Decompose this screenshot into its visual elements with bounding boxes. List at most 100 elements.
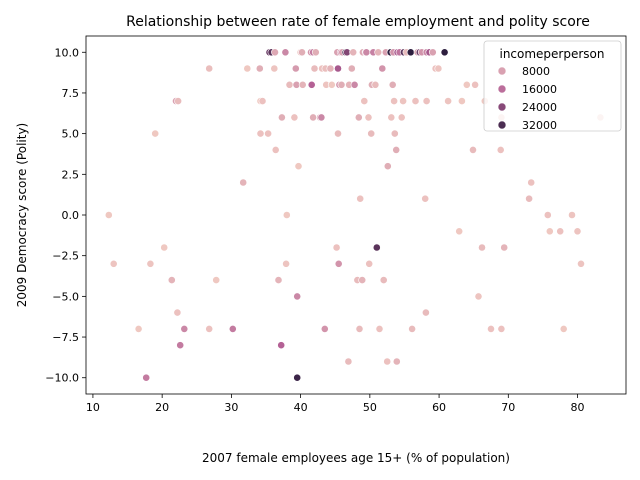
data-point xyxy=(406,48,415,57)
data-point xyxy=(455,227,464,236)
data-point xyxy=(375,324,384,333)
data-point xyxy=(568,211,576,219)
y-tick-label: −5.0 xyxy=(52,290,79,303)
data-point xyxy=(277,341,286,350)
data-point xyxy=(399,97,407,105)
data-point xyxy=(334,129,342,138)
data-point xyxy=(349,48,358,57)
data-point xyxy=(332,243,341,252)
data-point xyxy=(421,308,430,317)
data-point xyxy=(360,97,369,105)
data-point xyxy=(471,80,479,89)
data-point xyxy=(317,113,326,122)
data-point xyxy=(573,227,582,236)
data-point xyxy=(559,324,568,333)
data-point xyxy=(173,308,182,317)
legend-label: 24000 xyxy=(522,101,557,114)
data-point xyxy=(334,259,343,268)
data-point xyxy=(556,227,565,236)
data-point xyxy=(277,113,286,122)
x-tick-label: 80 xyxy=(571,401,585,414)
data-point xyxy=(258,97,267,105)
data-point xyxy=(309,113,317,122)
data-point xyxy=(383,162,392,171)
y-tick-label: 5.0 xyxy=(62,128,80,141)
data-point xyxy=(264,129,272,138)
data-point xyxy=(383,357,392,366)
legend-marker xyxy=(497,120,507,130)
data-point xyxy=(212,276,221,284)
legend-label: 8000 xyxy=(522,65,550,78)
y-tick-label: −2.5 xyxy=(52,250,79,263)
data-point xyxy=(371,80,380,89)
legend-box xyxy=(483,40,622,132)
legend-marker xyxy=(497,102,507,112)
data-point xyxy=(408,324,416,333)
data-point xyxy=(285,80,294,89)
x-tick-label: 70 xyxy=(501,401,515,414)
data-point xyxy=(487,324,495,333)
chart-title: Relationship between rate of female empl… xyxy=(126,14,590,30)
data-point xyxy=(290,113,299,122)
data-point xyxy=(151,129,160,138)
y-axis-label: 2009 Democracy score (Polity) xyxy=(15,123,29,307)
data-point xyxy=(256,129,265,138)
data-point xyxy=(307,80,316,89)
data-point xyxy=(387,113,396,122)
data-point xyxy=(298,48,306,57)
data-point xyxy=(388,80,397,89)
data-point xyxy=(344,357,353,366)
data-point xyxy=(422,97,431,105)
data-point xyxy=(142,373,151,382)
data-point xyxy=(434,64,443,73)
x-tick-label: 50 xyxy=(363,401,377,414)
y-tick-label: −10.0 xyxy=(45,372,79,385)
data-point xyxy=(310,64,319,73)
data-point xyxy=(365,259,374,268)
data-point xyxy=(320,324,329,333)
data-point xyxy=(545,227,554,236)
data-point xyxy=(543,211,552,219)
data-point xyxy=(293,373,302,382)
data-point xyxy=(274,276,283,284)
data-point xyxy=(291,64,300,73)
y-tick-label: 7.5 xyxy=(62,87,80,100)
legend-marker xyxy=(497,66,507,76)
data-point xyxy=(160,243,169,252)
data-point xyxy=(174,97,182,105)
y-tick-label: 2.5 xyxy=(62,168,80,181)
data-point xyxy=(500,243,509,252)
data-point xyxy=(428,48,437,57)
data-point xyxy=(411,97,420,105)
data-point xyxy=(577,259,585,268)
x-tick-label: 60 xyxy=(432,401,446,414)
data-point xyxy=(497,324,506,333)
x-tick-label: 10 xyxy=(86,401,100,414)
data-point xyxy=(205,324,214,333)
data-point xyxy=(281,48,290,57)
data-point xyxy=(176,341,185,350)
y-tick-label: 10.0 xyxy=(55,46,80,59)
legend-marker xyxy=(497,84,507,94)
data-point xyxy=(311,48,320,57)
x-tick-label: 40 xyxy=(294,401,308,414)
data-point xyxy=(355,324,364,333)
data-point xyxy=(525,194,533,203)
data-point xyxy=(374,48,383,57)
legend-label: 32000 xyxy=(522,119,557,132)
data-point xyxy=(462,80,471,89)
data-point xyxy=(282,259,290,268)
data-point xyxy=(167,276,176,284)
data-point xyxy=(205,64,214,73)
data-point xyxy=(327,80,336,89)
data-point xyxy=(134,324,143,333)
data-point xyxy=(440,48,449,57)
data-point xyxy=(478,243,486,252)
x-axis-ticks: 10 20 30 40 50 60 70 80 xyxy=(86,394,585,414)
x-axis-label: 2007 female employees age 15+ (% of popu… xyxy=(202,451,510,465)
data-point xyxy=(390,97,398,105)
data-point xyxy=(392,145,401,154)
legend-entries: 8000 16000 24000 32000 xyxy=(497,65,557,132)
data-point xyxy=(474,292,483,301)
data-point xyxy=(294,162,303,171)
